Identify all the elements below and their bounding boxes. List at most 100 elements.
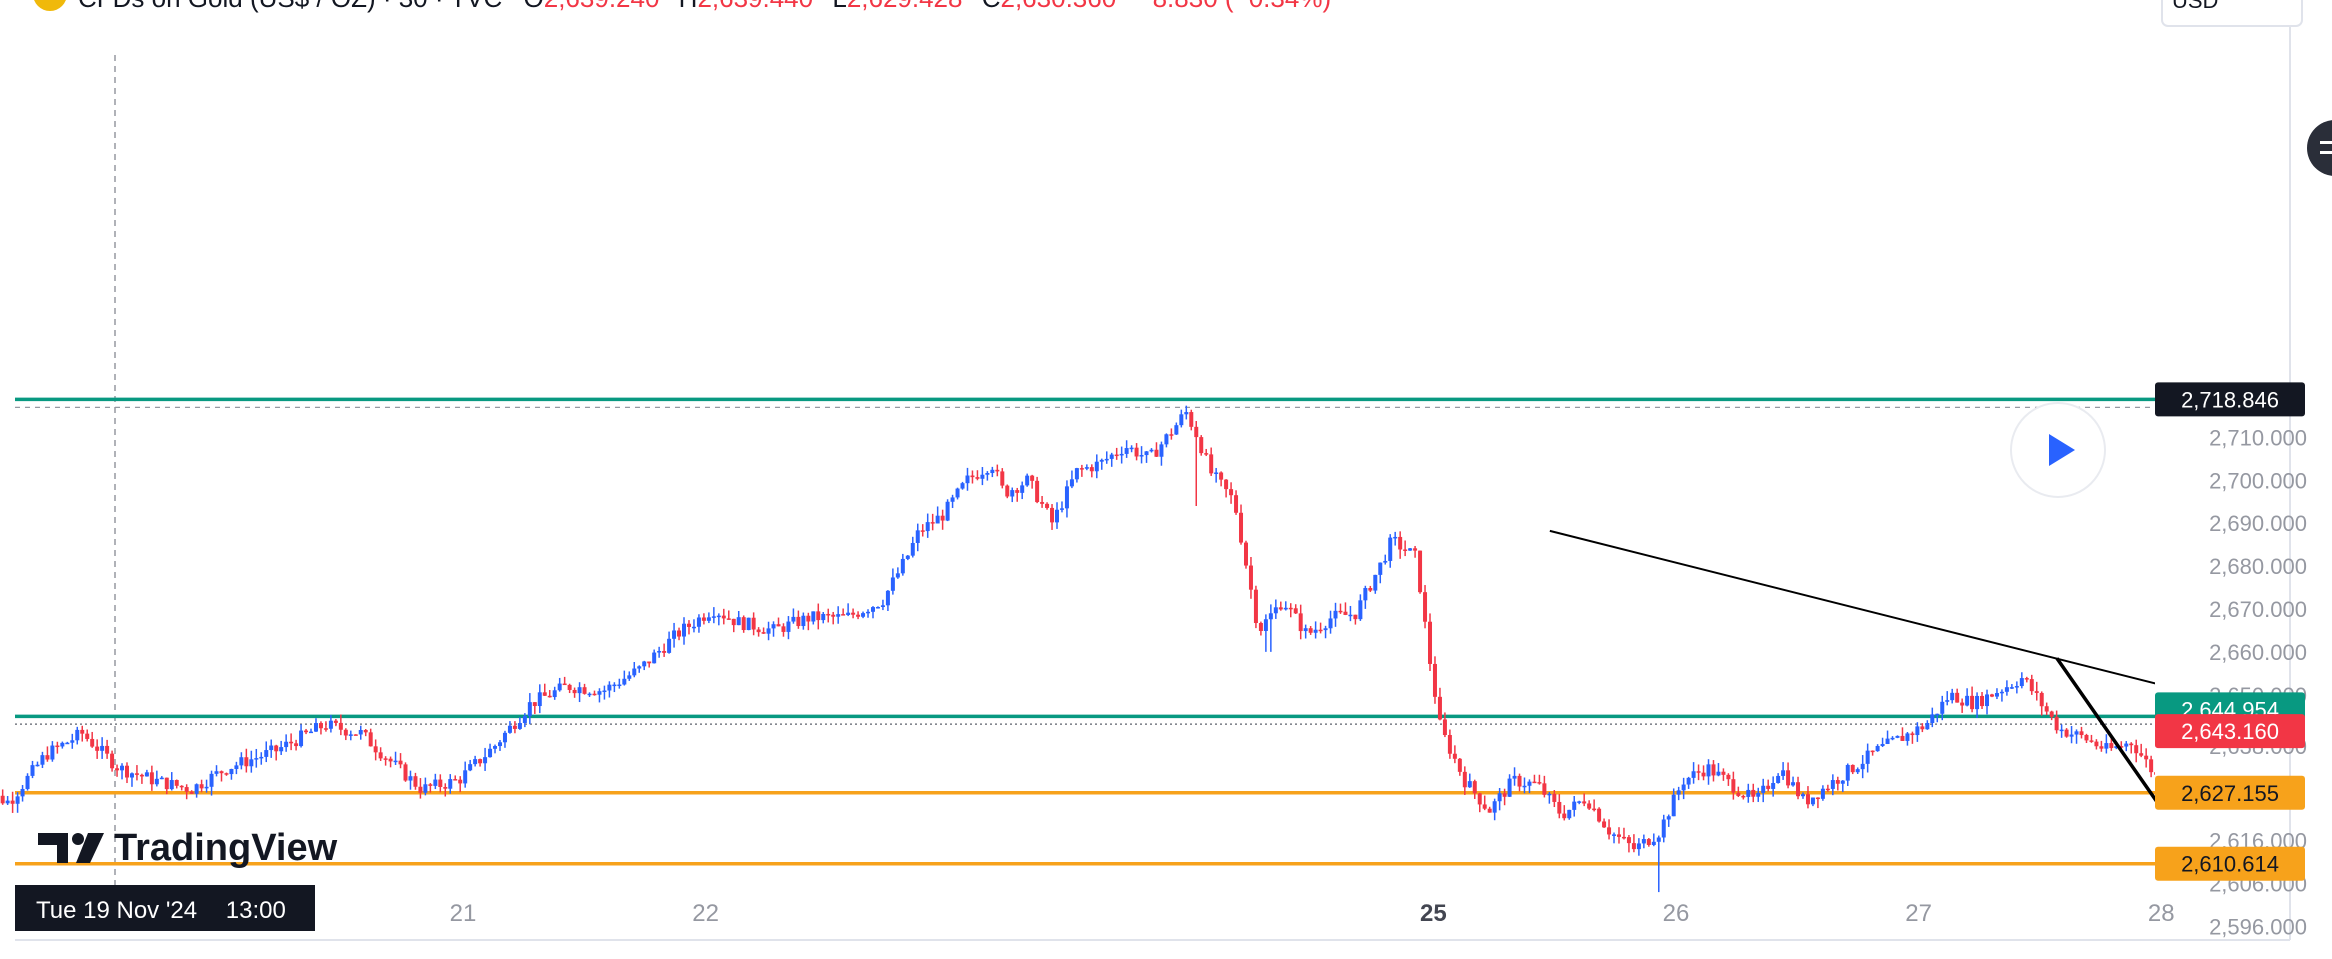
candle-body [1457,758,1462,772]
candle [1621,827,1626,840]
candle-body [1691,771,1696,778]
candle [716,613,721,626]
candle [1278,601,1283,611]
candle [1915,722,1920,742]
descending-trendline[interactable] [1549,529,2332,807]
candle [816,603,821,630]
price-tag-label: 2,610.614 [2181,852,2279,877]
candle-body [1074,468,1079,480]
candle-body [1477,793,1482,805]
candle [259,752,264,765]
candle-body [60,742,65,747]
candle-body [701,617,706,621]
candle [691,619,696,633]
candle-body [786,621,791,632]
candle [547,689,552,698]
candle-body [925,522,930,532]
candle [1711,760,1716,782]
candle [10,791,15,813]
candle-body [65,742,70,745]
candle [736,610,741,626]
candle-body [393,760,398,763]
candle [1616,827,1621,844]
candle-body [856,614,861,617]
candle-body [2014,686,2019,688]
candle [1542,775,1547,798]
candle-body [204,786,209,789]
candle-body [1179,414,1184,426]
candle-body [1582,801,1587,804]
play-icon [2049,434,2075,466]
candle-body [5,800,10,804]
brand-name: TradingView [114,827,338,869]
candle [353,734,358,736]
candle-body [413,776,418,787]
symbol-title: CFDs on Gold (US$ / OZ) · 30 · TVC [78,0,502,13]
candle [2099,740,2104,752]
candle [706,612,711,624]
candle [1154,442,1159,457]
candle [15,792,20,813]
candle [413,772,418,790]
candle-body [1069,479,1074,487]
candle [154,770,159,787]
candle-body [1930,714,1935,723]
replay-play-button[interactable] [2010,402,2106,498]
candle-body [1000,471,1005,486]
candle-body [1378,562,1383,575]
candle [169,772,174,791]
candle [2029,674,2034,695]
candle-body [1234,495,1239,513]
candle-body [373,746,378,753]
candle-body [716,615,721,618]
candle-body [960,483,965,489]
candle-body [2124,743,2129,747]
candle-body [289,741,294,744]
candle-body [1114,454,1119,457]
candle-body [124,765,129,778]
candle-body [2009,687,2014,689]
candle [1801,792,1806,799]
candle-body [1278,607,1283,610]
candle-body [1393,536,1398,539]
candle [20,785,25,802]
candle [1413,545,1418,558]
candle [234,761,239,775]
candle [507,721,512,734]
candle [1432,656,1437,704]
candle-body [1960,702,1965,706]
candle-body [403,764,408,781]
candle-body [1497,793,1502,802]
candle [686,620,691,635]
candle-body [1860,763,1865,770]
candle [423,777,428,796]
side-panel-toggle[interactable] [2307,120,2332,176]
candle-body [1955,692,1960,703]
price-tag-red: 2,643.160 [2155,714,2305,749]
candle-body [811,611,816,622]
candle-body [1373,574,1378,591]
candle [920,524,925,537]
candle [1015,487,1020,502]
candle [1000,468,1005,489]
candle-body [846,612,851,615]
candle [254,748,259,768]
candle-body [1059,508,1064,510]
candle-body [1467,781,1472,788]
candle-body [259,756,264,759]
candle [378,747,383,762]
currency-button[interactable]: USD [2161,0,2303,27]
candle [756,627,761,637]
candle-body [1432,663,1437,697]
candle-body [657,650,662,653]
candle [1626,835,1631,853]
candle [35,761,40,767]
candle-body [816,611,821,621]
candle-body [55,745,60,748]
candle-body [1527,781,1532,786]
candle-body [1353,614,1358,620]
candle-body [1592,808,1597,811]
candle [612,682,617,693]
candle [880,599,885,611]
